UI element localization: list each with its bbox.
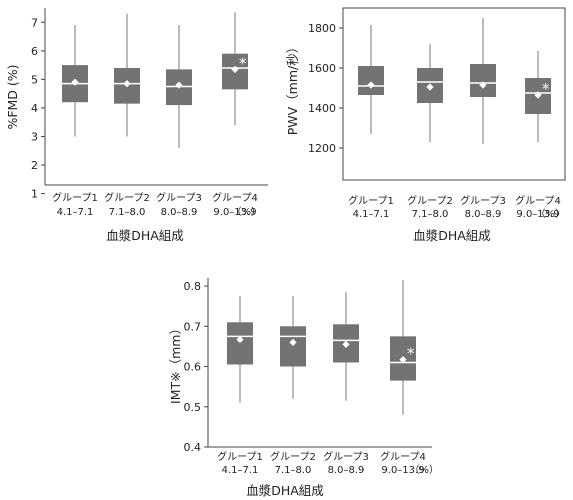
chart-fmd: 1 2 3 4 5 6 7 * グループ1 4.1–7.1 グループ2 7.1–8.0 グループ3 8.0… — [5, 8, 268, 243]
box-iqr — [227, 322, 253, 365]
y-tick-label: 1 — [31, 188, 38, 201]
y-tick-label: 1400 — [308, 102, 336, 115]
mean-marker — [367, 81, 375, 89]
range-unit-label: （%） — [231, 206, 261, 218]
category-label: グループ1 — [348, 194, 394, 207]
plot-frame — [342, 7, 566, 181]
y-tick-label: 1200 — [308, 142, 336, 155]
category-label: グループ2 — [104, 191, 150, 204]
box-iqr — [280, 326, 306, 367]
mean-marker — [534, 91, 542, 99]
y-tick-label: 7 — [31, 16, 38, 29]
y-tick-label: 3 — [31, 130, 38, 143]
y-tick-label: 1600 — [308, 62, 336, 75]
mean-marker — [399, 356, 407, 364]
box-iqr — [358, 66, 384, 95]
category-label: グループ2 — [407, 194, 453, 207]
y-axis-title: PWV（mm/秒） — [285, 41, 300, 136]
y-axis-title: IMT※（mm） — [168, 322, 183, 404]
mean-marker — [71, 78, 79, 86]
category-label: グループ4 — [212, 191, 258, 204]
category-label: グループ1 — [217, 450, 263, 463]
category-range-label: 8.0–8.9 — [328, 465, 365, 476]
category-label: グループ4 — [380, 450, 426, 463]
range-unit-label: （%） — [409, 464, 439, 476]
y-tick-label: 0.6 — [184, 361, 202, 374]
y-tick-label: 2 — [31, 159, 38, 172]
category-range-label: 7.1–8.0 — [109, 207, 146, 218]
mean-marker — [236, 335, 244, 344]
category-range-label: 4.1–7.1 — [57, 207, 94, 218]
y-tick-label: 6 — [31, 45, 38, 58]
mean-marker — [123, 80, 131, 88]
significance-star: * — [542, 80, 550, 98]
category-label: グループ1 — [52, 191, 98, 204]
significance-star: * — [407, 345, 415, 363]
category-range-label: 7.1–8.0 — [412, 209, 449, 220]
box-iqr — [470, 64, 496, 97]
mean-marker — [175, 81, 183, 89]
mean-marker — [426, 83, 434, 91]
y-tick-label: 4 — [31, 102, 38, 115]
range-unit-label: （%） — [535, 208, 565, 220]
y-tick-label: 0.4 — [184, 441, 202, 454]
category-label: グループ2 — [270, 450, 316, 463]
category-range-label: 9.0–13.9 — [516, 209, 559, 220]
x-axis-title: 血漿DHA組成 — [413, 228, 491, 243]
y-axis-title: %FMD (%) — [5, 64, 20, 129]
category-range-label: 4.1–7.1 — [222, 465, 259, 476]
category-range-label: 8.0–8.9 — [161, 207, 198, 218]
category-range-label: 9.0–13.9 — [213, 207, 256, 218]
mean-marker — [479, 81, 487, 89]
y-tick-label: 0.8 — [184, 280, 202, 293]
x-axis-title: 血漿DHA組成 — [246, 483, 324, 498]
y-tick-label: 5 — [31, 73, 38, 86]
y-tick-label: 0.7 — [184, 320, 202, 333]
category-range-label: 9.0–13.9 — [381, 465, 424, 476]
category-label: グループ3 — [460, 194, 506, 207]
category-label: グループ4 — [515, 194, 561, 207]
significance-star: * — [239, 54, 247, 72]
chart-imt: 0.4 0.5 0.6 0.7 0.8 * グループ1 4.1–7.1 グループ2 7.1–8.0… — [168, 278, 439, 498]
category-range-label: 8.0–8.9 — [465, 209, 502, 220]
y-tick-label: 1800 — [308, 22, 336, 35]
category-label: グループ3 — [156, 191, 202, 204]
mean-marker — [289, 338, 297, 346]
category-label: グループ3 — [323, 450, 369, 463]
mean-marker — [231, 65, 239, 73]
mean-marker — [342, 340, 350, 348]
category-range-label: 7.1–8.0 — [275, 465, 312, 476]
x-axis-title: 血漿DHA組成 — [106, 228, 184, 243]
chart-pwv: 1200 1400 1600 1800 * グループ1 4.1–7.1 グループ2 7.1–8.… — [285, 7, 566, 243]
category-range-label: 4.1–7.1 — [353, 209, 390, 220]
y-tick-label: 0.5 — [184, 401, 202, 414]
